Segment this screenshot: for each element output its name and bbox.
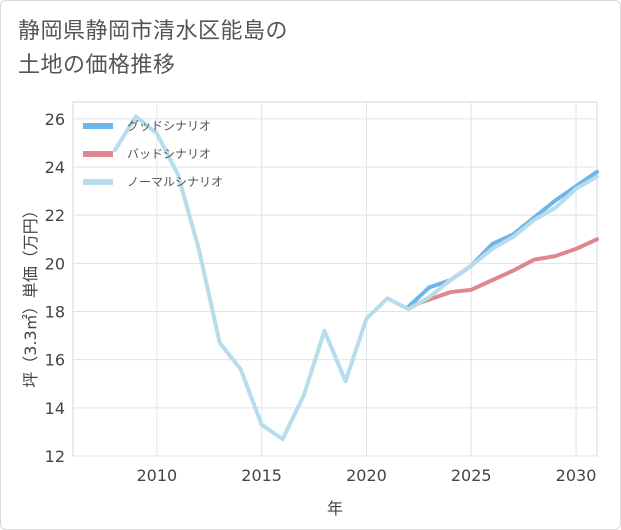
series-layer [112, 114, 599, 442]
y-axis-label: 坪（3.3㎡）単価（万円） [21, 202, 40, 387]
bad-scenario-line [406, 237, 599, 309]
x-axis-label: 年 [327, 499, 343, 518]
legend-label: グッドシナリオ [127, 119, 211, 133]
title-line-1: 静岡県静岡市清水区能島の [18, 19, 289, 44]
x-tick-label: 2015 [241, 466, 282, 485]
x-tick-label: 2020 [346, 466, 387, 485]
y-tick-label: 20 [45, 254, 65, 273]
x-tick-label: 2030 [556, 466, 597, 485]
y-tick-label: 26 [45, 110, 65, 129]
title-line-2: 土地の価格推移 [18, 53, 176, 78]
plot-area [72, 101, 598, 457]
normal-scenario-line [112, 114, 599, 442]
x-tick-label: 2010 [136, 466, 177, 485]
y-tick-label: 16 [45, 351, 65, 370]
y-tick-label: 24 [45, 158, 65, 177]
x-tick-label: 2025 [451, 466, 492, 485]
legend-label: バッドシナリオ [127, 147, 211, 161]
grid-lines [73, 102, 597, 457]
y-tick-label: 14 [45, 399, 65, 418]
chart-title: 静岡県静岡市清水区能島の 土地の価格推移 [18, 15, 438, 83]
y-tick-label: 18 [45, 303, 65, 322]
y-tick-label: 22 [45, 206, 65, 225]
legend-label: ノーマルシナリオ [127, 175, 223, 189]
axis-ticks: 12 14 16 18 20 22 24 26 2010 2015 2020 2025 2030 [45, 110, 597, 485]
y-tick-label: 12 [45, 447, 65, 466]
good-scenario-line [406, 169, 599, 309]
